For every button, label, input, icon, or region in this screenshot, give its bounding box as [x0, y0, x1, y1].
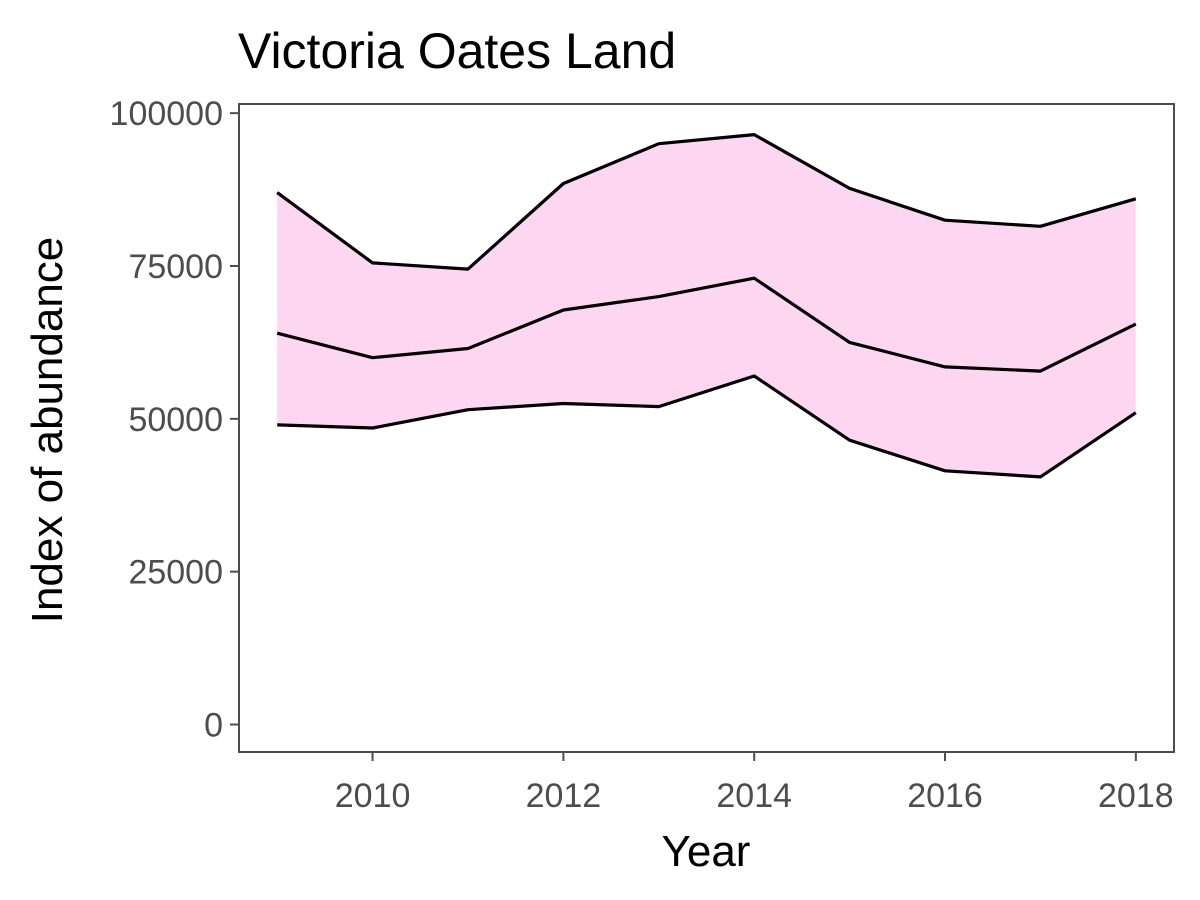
y-axis: 0 25000 50000 75000 100000	[110, 95, 239, 744]
y-tick-label: 100000	[110, 95, 223, 133]
x-axis-title: Year	[662, 827, 751, 876]
y-axis-title: Index of abundance	[23, 237, 72, 624]
x-axis: 2010 2012 2014 2016 2018	[335, 752, 1174, 815]
x-tick-label: 2014	[716, 777, 792, 815]
y-tick-label: 0	[204, 706, 223, 744]
upper-bound-line	[276, 133, 1137, 271]
y-tick-label: 50000	[128, 401, 223, 439]
confidence-band	[277, 134, 1136, 477]
estimate-line	[276, 276, 1137, 373]
x-tick-label: 2018	[1098, 777, 1174, 815]
x-tick-label: 2010	[335, 777, 411, 815]
plot-area	[238, 103, 1175, 753]
y-tick-label: 25000	[128, 554, 223, 592]
chart-title: Victoria Oates Land	[238, 23, 676, 79]
y-tick-label: 75000	[128, 248, 223, 286]
lower-bound-line	[277, 374, 1137, 479]
panel-border	[238, 103, 1175, 753]
x-tick-label: 2016	[907, 777, 983, 815]
x-tick-label: 2012	[526, 777, 602, 815]
